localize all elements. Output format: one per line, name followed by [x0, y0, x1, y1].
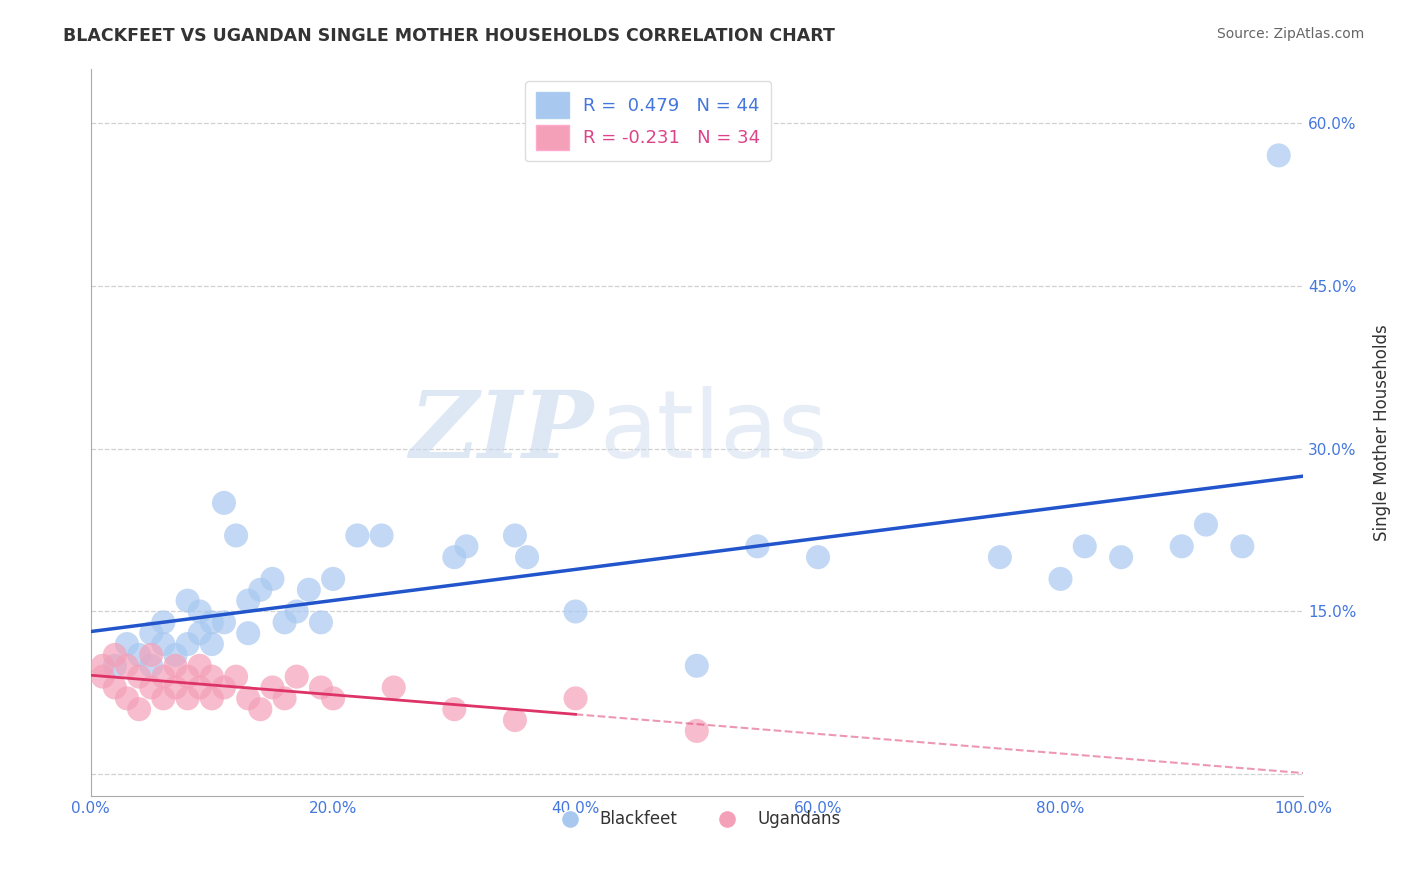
- Point: [165, 648, 187, 662]
- Point: [188, 681, 211, 695]
- Point: [1232, 539, 1254, 553]
- Point: [115, 637, 138, 651]
- Point: [201, 615, 224, 630]
- Point: [309, 615, 332, 630]
- Point: [176, 637, 198, 651]
- Point: [686, 658, 709, 673]
- Text: atlas: atlas: [600, 386, 828, 478]
- Point: [285, 605, 308, 619]
- Point: [273, 615, 295, 630]
- Point: [1109, 550, 1132, 565]
- Point: [176, 593, 198, 607]
- Point: [176, 670, 198, 684]
- Point: [322, 691, 344, 706]
- Point: [201, 691, 224, 706]
- Point: [152, 691, 174, 706]
- Point: [128, 702, 150, 716]
- Point: [176, 691, 198, 706]
- Point: [382, 681, 405, 695]
- Point: [564, 605, 586, 619]
- Point: [104, 658, 127, 673]
- Point: [152, 670, 174, 684]
- Point: [115, 658, 138, 673]
- Point: [141, 681, 163, 695]
- Point: [346, 528, 368, 542]
- Point: [212, 496, 235, 510]
- Point: [1170, 539, 1192, 553]
- Point: [370, 528, 392, 542]
- Point: [188, 626, 211, 640]
- Point: [104, 648, 127, 662]
- Point: [188, 605, 211, 619]
- Point: [309, 681, 332, 695]
- Point: [503, 528, 526, 542]
- Point: [503, 713, 526, 727]
- Point: [141, 648, 163, 662]
- Point: [322, 572, 344, 586]
- Point: [152, 637, 174, 651]
- Point: [1267, 148, 1289, 162]
- Point: [249, 582, 271, 597]
- Point: [298, 582, 321, 597]
- Point: [128, 648, 150, 662]
- Point: [443, 702, 465, 716]
- Point: [225, 528, 247, 542]
- Legend: Blackfeet, Ugandans: Blackfeet, Ugandans: [547, 804, 848, 835]
- Point: [115, 691, 138, 706]
- Point: [238, 626, 260, 640]
- Point: [201, 637, 224, 651]
- Point: [188, 658, 211, 673]
- Point: [516, 550, 538, 565]
- Point: [225, 670, 247, 684]
- Text: BLACKFEET VS UGANDAN SINGLE MOTHER HOUSEHOLDS CORRELATION CHART: BLACKFEET VS UGANDAN SINGLE MOTHER HOUSE…: [63, 27, 835, 45]
- Text: ZIP: ZIP: [409, 387, 593, 477]
- Point: [686, 723, 709, 738]
- Point: [456, 539, 478, 553]
- Point: [747, 539, 769, 553]
- Point: [273, 691, 295, 706]
- Point: [91, 670, 114, 684]
- Point: [165, 658, 187, 673]
- Point: [807, 550, 830, 565]
- Point: [262, 681, 284, 695]
- Y-axis label: Single Mother Households: Single Mother Households: [1374, 324, 1391, 541]
- Point: [104, 681, 127, 695]
- Point: [262, 572, 284, 586]
- Point: [91, 658, 114, 673]
- Point: [238, 691, 260, 706]
- Text: Source: ZipAtlas.com: Source: ZipAtlas.com: [1216, 27, 1364, 41]
- Point: [141, 626, 163, 640]
- Point: [564, 691, 586, 706]
- Point: [141, 658, 163, 673]
- Point: [1049, 572, 1071, 586]
- Point: [238, 593, 260, 607]
- Point: [1074, 539, 1097, 553]
- Point: [128, 670, 150, 684]
- Point: [212, 615, 235, 630]
- Point: [201, 670, 224, 684]
- Point: [285, 670, 308, 684]
- Point: [212, 681, 235, 695]
- Point: [988, 550, 1011, 565]
- Point: [249, 702, 271, 716]
- Point: [1195, 517, 1218, 532]
- Point: [165, 681, 187, 695]
- Point: [443, 550, 465, 565]
- Point: [152, 615, 174, 630]
